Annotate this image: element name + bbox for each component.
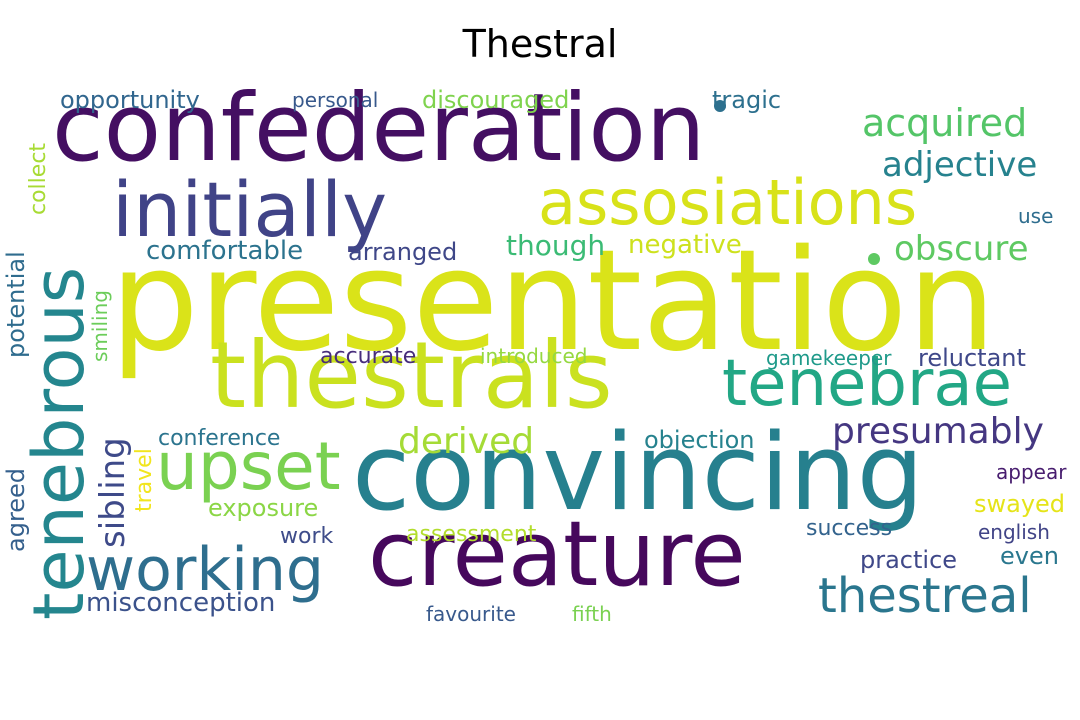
- word-cloud-word: assessment: [406, 522, 537, 547]
- word-cloud-word: creature: [368, 502, 746, 607]
- word-cloud-word: english: [978, 520, 1050, 544]
- word-cloud-word: confederation: [52, 74, 706, 183]
- word-cloud-word: initially: [112, 165, 388, 254]
- word-cloud-word: though: [506, 229, 606, 262]
- word-cloud-word: introduced: [480, 344, 588, 368]
- word-cloud-word: agreed: [2, 467, 30, 552]
- word-cloud-word: convincing: [352, 411, 924, 534]
- word-cloud-word: tenebrae: [722, 347, 1012, 421]
- page-title: Thestral: [462, 22, 618, 66]
- word-cloud-word: acquired: [862, 101, 1028, 145]
- word-cloud-word: obscure: [894, 229, 1029, 269]
- word-cloud-word: arranged: [348, 238, 458, 266]
- word-cloud-word: work: [280, 524, 334, 549]
- word-cloud-word: gamekeeper: [766, 346, 892, 370]
- word-cloud-word: travel: [132, 448, 157, 512]
- word-cloud-word: collect: [26, 142, 51, 215]
- word-cloud-word: smiling: [88, 290, 112, 362]
- word-cloud-word: favourite: [426, 602, 516, 626]
- word-cloud-word: use: [1018, 204, 1054, 228]
- word-cloud-word: even: [1000, 542, 1059, 570]
- word-cloud-word: conference: [158, 426, 281, 451]
- word-cloud-word: working: [86, 535, 324, 605]
- word-cloud-word: assosiations: [538, 166, 918, 239]
- word-cloud-word: derived: [398, 421, 535, 462]
- word-cloud-word: misconception: [86, 588, 276, 618]
- word-cloud-word: negative: [628, 230, 742, 260]
- word-cloud-word: swayed: [974, 490, 1066, 518]
- word-cloud-word: presentation: [110, 220, 997, 383]
- word-cloud-word: upset: [156, 428, 341, 505]
- word-cloud-dot: [714, 100, 726, 112]
- word-cloud-dot: [868, 253, 880, 265]
- word-cloud-word: thestrals: [210, 322, 613, 429]
- word-cloud-word: objection: [644, 426, 755, 454]
- word-cloud-word: adjective: [882, 145, 1038, 185]
- word-cloud-word: comfortable: [146, 236, 304, 266]
- word-cloud-word: presumably: [832, 411, 1044, 452]
- word-cloud-word: opportunity: [60, 86, 200, 114]
- word-cloud-word: tenebrous: [18, 266, 100, 620]
- word-cloud-word: personal: [292, 88, 379, 112]
- word-cloud-word: appear: [996, 460, 1067, 484]
- word-cloud-word: sibling: [93, 437, 133, 548]
- word-cloud-word: thestreal: [818, 568, 1032, 624]
- word-cloud-word: potential: [2, 251, 30, 358]
- word-cloud-word: exposure: [208, 494, 319, 522]
- word-cloud-word: accurate: [320, 344, 417, 369]
- word-cloud-word: discouraged: [422, 86, 570, 114]
- word-cloud-word: reluctant: [918, 344, 1026, 372]
- word-cloud-word: success: [806, 516, 893, 541]
- word-cloud-word: fifth: [572, 602, 612, 626]
- word-cloud-word: practice: [860, 546, 958, 574]
